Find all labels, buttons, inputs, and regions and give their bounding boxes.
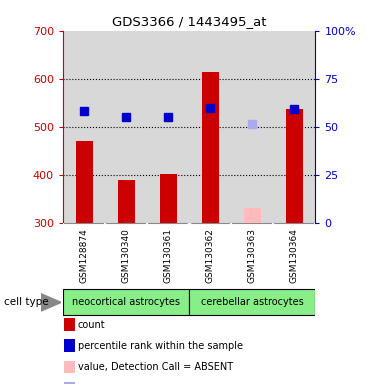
Polygon shape [41,294,61,311]
Text: cerebellar astrocytes: cerebellar astrocytes [201,297,303,308]
Text: percentile rank within the sample: percentile rank within the sample [78,341,243,351]
Text: GSM130361: GSM130361 [164,228,173,283]
Bar [65,382,75,384]
Text: GSM130364: GSM130364 [290,228,299,283]
Text: count: count [78,320,105,330]
Bar [286,109,303,223]
Text: GSM128874: GSM128874 [80,228,89,283]
Bar [202,71,219,223]
Bar [189,290,315,315]
Bar [244,208,261,223]
Bar [65,318,75,331]
Text: cell type: cell type [4,297,48,308]
Title: GDS3366 / 1443495_at: GDS3366 / 1443495_at [112,15,266,28]
Text: GSM130362: GSM130362 [206,228,215,283]
Bar [65,361,75,373]
Text: value, Detection Call = ABSENT: value, Detection Call = ABSENT [78,362,233,372]
Text: neocortical astrocytes: neocortical astrocytes [72,297,180,308]
Bar [63,290,189,315]
Text: GSM130363: GSM130363 [248,228,257,283]
Bar [118,180,135,223]
Bar [160,174,177,223]
Bar [65,339,75,352]
Text: GSM130340: GSM130340 [122,228,131,283]
Bar [76,141,92,223]
